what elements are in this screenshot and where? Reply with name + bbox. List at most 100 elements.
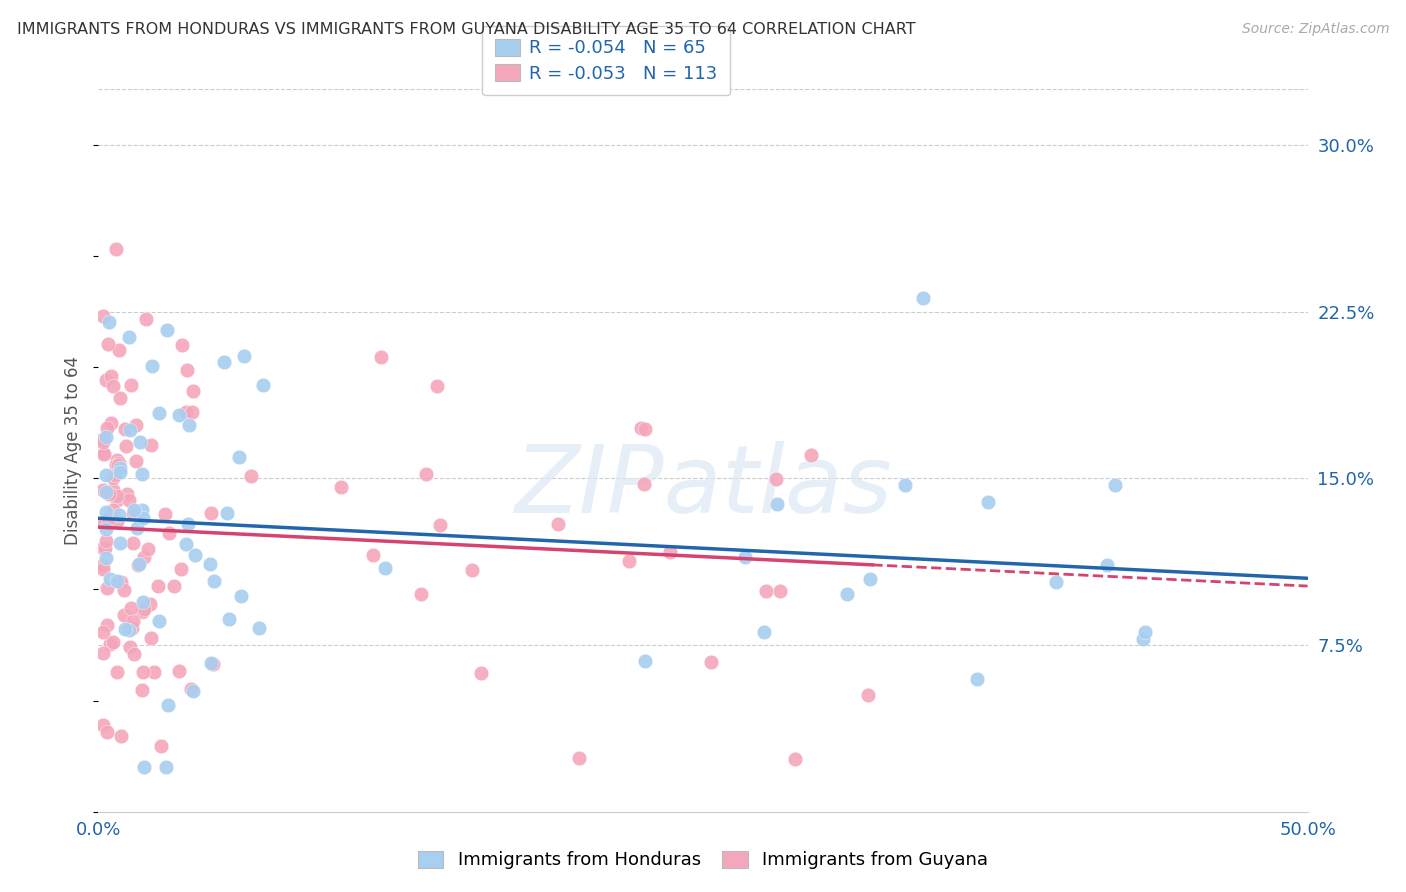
Legend: R = -0.054   N = 65, R = -0.053   N = 113: R = -0.054 N = 65, R = -0.053 N = 113	[482, 26, 730, 95]
Point	[107, 343, 129, 358]
Point	[415, 467, 437, 481]
Point	[370, 350, 392, 364]
Point	[141, 631, 163, 645]
Point	[131, 606, 153, 620]
Point	[108, 461, 131, 475]
Point	[120, 377, 142, 392]
Point	[100, 369, 122, 384]
Point	[835, 587, 858, 601]
Point	[142, 665, 165, 680]
Point	[214, 354, 236, 368]
Point	[128, 435, 150, 450]
Point	[105, 665, 128, 680]
Point	[98, 314, 121, 328]
Point	[181, 384, 204, 399]
Point	[125, 418, 148, 433]
Point	[104, 468, 127, 483]
Point	[91, 561, 114, 575]
Point	[118, 640, 141, 655]
Point	[157, 698, 180, 712]
Point	[148, 614, 170, 628]
Point	[122, 647, 145, 661]
Point	[183, 549, 205, 563]
Point	[470, 665, 492, 680]
Point	[105, 514, 128, 528]
Point	[132, 601, 155, 615]
Point	[112, 608, 135, 623]
Point	[630, 421, 652, 435]
Point	[97, 336, 120, 351]
Point	[617, 554, 640, 568]
Point	[91, 432, 114, 446]
Point	[1045, 575, 1067, 590]
Point	[112, 583, 135, 598]
Point	[96, 421, 118, 435]
Point	[734, 550, 756, 565]
Point	[1104, 478, 1126, 492]
Point	[215, 507, 238, 521]
Text: Source: ZipAtlas.com: Source: ZipAtlas.com	[1241, 22, 1389, 37]
Point	[131, 467, 153, 481]
Point	[94, 505, 117, 519]
Point	[155, 760, 177, 774]
Point	[1097, 558, 1119, 572]
Point	[170, 561, 193, 575]
Point	[122, 506, 145, 520]
Point	[174, 537, 197, 551]
Point	[134, 760, 156, 774]
Point	[912, 291, 935, 305]
Point	[132, 595, 155, 609]
Point	[1133, 624, 1156, 639]
Point	[97, 512, 120, 526]
Point	[755, 584, 778, 599]
Point	[103, 502, 125, 516]
Point	[94, 522, 117, 536]
Point	[91, 483, 114, 497]
Point	[105, 574, 128, 588]
Point	[198, 557, 221, 571]
Point	[202, 657, 225, 672]
Y-axis label: Disability Age 35 to 64: Disability Age 35 to 64	[65, 356, 83, 545]
Point	[105, 492, 128, 507]
Point	[218, 612, 240, 626]
Point	[658, 545, 681, 559]
Point	[94, 430, 117, 444]
Point	[110, 729, 132, 743]
Point	[247, 621, 270, 635]
Point	[118, 493, 141, 508]
Point	[125, 521, 148, 535]
Point	[374, 561, 396, 575]
Point	[157, 526, 180, 541]
Point	[163, 579, 186, 593]
Point	[800, 448, 823, 462]
Point	[167, 408, 190, 422]
Point	[633, 654, 655, 668]
Point	[108, 536, 131, 550]
Point	[93, 516, 115, 530]
Point	[91, 541, 114, 555]
Point	[176, 405, 198, 419]
Point	[200, 657, 222, 671]
Point	[105, 458, 128, 472]
Point	[96, 725, 118, 739]
Point	[105, 452, 128, 467]
Point	[107, 508, 129, 522]
Point	[108, 465, 131, 479]
Point	[135, 311, 157, 326]
Point	[426, 378, 449, 392]
Point	[966, 672, 988, 686]
Point	[766, 497, 789, 511]
Point	[107, 458, 129, 472]
Point	[100, 416, 122, 430]
Point	[139, 597, 162, 611]
Point	[94, 533, 117, 548]
Point	[132, 550, 155, 565]
Point	[91, 718, 114, 732]
Point	[91, 435, 114, 450]
Point	[94, 373, 117, 387]
Point	[153, 507, 176, 521]
Point	[91, 646, 114, 660]
Point	[132, 665, 155, 679]
Point	[146, 579, 169, 593]
Legend: Immigrants from Honduras, Immigrants from Guyana: Immigrants from Honduras, Immigrants fro…	[409, 842, 997, 879]
